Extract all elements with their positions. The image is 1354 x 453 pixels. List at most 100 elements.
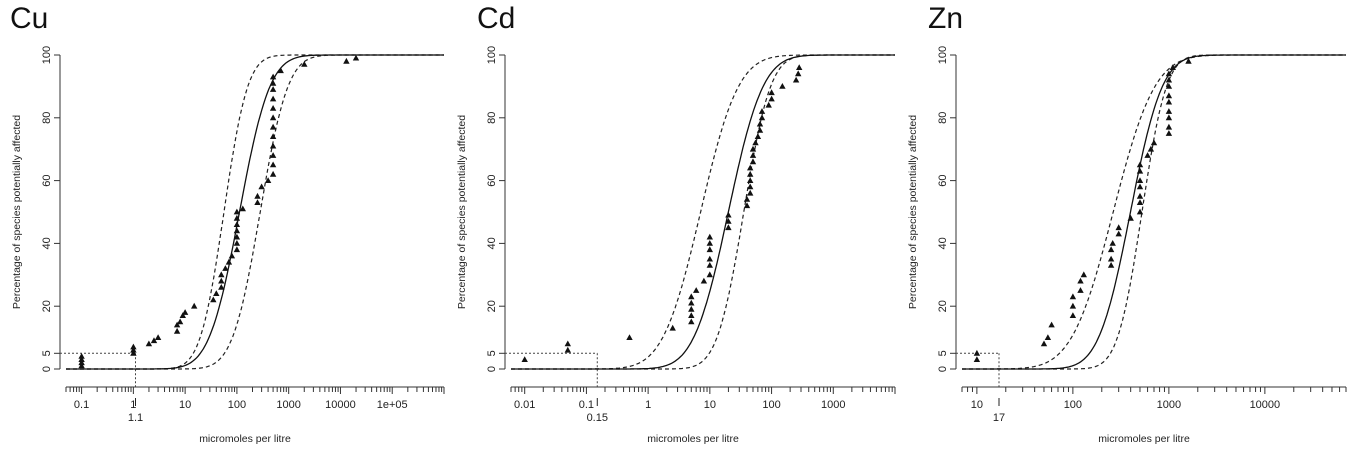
data-point [1069, 302, 1077, 309]
ci-upper-curve [66, 54, 444, 370]
data-point [706, 262, 713, 268]
data-point [747, 164, 754, 171]
data-point [1136, 177, 1144, 183]
y-tick-label: 80 [937, 112, 949, 124]
y-tick-label: 5 [41, 350, 53, 356]
hc5-label: 1.1 [128, 412, 143, 424]
data-point [1165, 70, 1173, 77]
data-point [233, 240, 241, 246]
x-tick-label: 100 [1064, 399, 1082, 411]
data-point [669, 324, 676, 331]
data-point [233, 246, 241, 253]
y-tick-label: 60 [937, 174, 949, 186]
data-point [269, 105, 277, 111]
data-point [973, 356, 981, 362]
data-point [792, 76, 800, 83]
y-axis-label: Percentage of species potentially affect… [11, 115, 23, 309]
data-point [1136, 161, 1144, 168]
data-point [765, 101, 772, 108]
data-point [269, 86, 277, 92]
y-tick-label: 40 [937, 237, 949, 249]
y-tick-label: 100 [41, 46, 53, 64]
cd-chart: 0 5 20 40 60 80 100 Percentage of species poten… [456, 46, 896, 445]
data-point [1109, 240, 1116, 246]
data-point [1115, 224, 1122, 231]
data-point [973, 349, 981, 356]
data-point [1044, 334, 1052, 340]
data-point [795, 70, 802, 77]
data-point [756, 127, 764, 133]
data-point [269, 95, 277, 102]
data-point [258, 183, 265, 190]
data-point [239, 205, 246, 212]
data-point [706, 233, 713, 240]
data-point [743, 202, 751, 209]
data-point [796, 64, 803, 70]
data-point [688, 312, 695, 318]
data-point [130, 349, 137, 356]
data-point [700, 277, 708, 284]
x-tick-label: 1000 [276, 399, 300, 411]
data-point [1165, 130, 1173, 136]
y-tick-label: 40 [41, 237, 53, 249]
y-tick-label: 0 [937, 366, 949, 372]
data-point [521, 356, 528, 362]
y-tick-label: 80 [41, 112, 53, 124]
data-point [1169, 64, 1176, 70]
data-point [179, 312, 186, 318]
data-point [1165, 83, 1173, 89]
data-point [218, 277, 225, 284]
data-point [181, 309, 189, 315]
data-point [225, 258, 233, 265]
x-tick-label: 10000 [325, 399, 356, 411]
data-point [754, 133, 762, 139]
x-tick-label: 1 [645, 399, 651, 411]
panel-title: Zn [928, 2, 964, 35]
data-point [264, 177, 272, 183]
data-point [688, 318, 695, 325]
data-point [233, 214, 241, 221]
data-point [343, 57, 350, 64]
y-axis-label: Percentage of species potentially affect… [456, 115, 468, 309]
data-point [1136, 199, 1144, 205]
data-point [1136, 183, 1144, 190]
x-tick-label: 1 [130, 399, 136, 411]
y-tick-label: 5 [486, 350, 498, 356]
panel-title: Cu [10, 2, 49, 35]
data-point [693, 287, 700, 293]
data-point [768, 95, 775, 102]
fitted-curve [511, 54, 895, 370]
panel-title: Cd [477, 2, 516, 35]
data-point [706, 246, 713, 253]
data-point [758, 108, 766, 114]
data-point [1165, 114, 1173, 121]
data-point [743, 196, 751, 202]
x-tick-label: 10 [179, 399, 191, 411]
x-axis-label: micromoles per litre [1098, 433, 1190, 445]
data-point [1127, 214, 1134, 221]
data-point [1080, 271, 1087, 278]
x-tick-label: 0.1 [74, 399, 89, 411]
data-point [688, 293, 695, 300]
data-point [747, 183, 754, 190]
y-tick-label: 100 [937, 46, 949, 64]
data-point [301, 61, 308, 67]
data-point [269, 123, 277, 130]
data-point [758, 114, 766, 121]
data-point [269, 79, 277, 86]
x-tick-label: 100 [228, 399, 246, 411]
y-tick-label: 80 [486, 112, 498, 124]
y-tick-label: 40 [486, 237, 498, 249]
data-point [78, 353, 85, 359]
ci-lower-curve [511, 54, 895, 370]
y-tick-label: 5 [937, 350, 949, 356]
data-point [1040, 340, 1048, 347]
data-point [78, 356, 85, 362]
y-tick-label: 60 [41, 174, 53, 186]
data-point [277, 67, 284, 74]
ci-lower-curve [66, 54, 444, 370]
data-point [564, 340, 571, 347]
data-point [78, 359, 85, 366]
data-point [352, 54, 360, 61]
